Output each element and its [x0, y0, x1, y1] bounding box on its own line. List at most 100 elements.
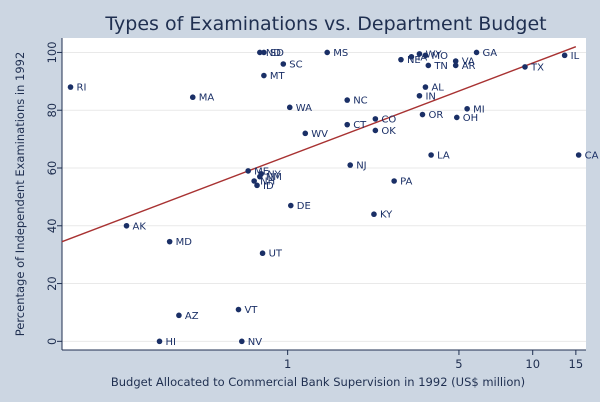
data-label-in: IN [425, 91, 435, 102]
data-point-ak [123, 222, 130, 229]
data-point-tn [425, 62, 432, 69]
data-label-sd: SD [270, 48, 284, 59]
x-tick-label: 10 [525, 357, 540, 371]
y-tick-label: 60 [45, 161, 59, 176]
data-label-nd: ND [266, 48, 281, 59]
data-point-nm [257, 173, 263, 180]
data-point-va [452, 58, 459, 64]
data-label-nc: NC [353, 96, 367, 107]
y-axis-ticks: 0 20 40 60 80 100 [45, 41, 62, 345]
data-label-or: OR [428, 110, 443, 121]
data-label-ia: IA [417, 52, 427, 63]
data-point-vt [235, 306, 242, 313]
data-label-az: AZ [185, 311, 199, 322]
data-label-wa: WA [296, 103, 312, 114]
data-label-ok: OK [381, 126, 396, 137]
data-point-ri [67, 84, 74, 90]
data-label-ak: AK [133, 221, 147, 232]
data-point-wa [286, 104, 293, 111]
data-label-ms: MS [333, 48, 348, 59]
data-label-la: LA [437, 151, 450, 162]
data-label-vt: VT [244, 305, 258, 316]
data-label-co: CO [381, 114, 396, 125]
data-point-or [419, 111, 426, 118]
data-point-al [422, 84, 429, 90]
data-label-hi: HI [166, 337, 176, 348]
data-label-ga: GA [483, 48, 498, 59]
data-point-ma [189, 94, 196, 101]
data-label-ne: NE [407, 55, 421, 66]
data-label-ky: KY [380, 210, 393, 221]
data-point-ne [398, 56, 404, 63]
y-tick-label: 100 [45, 41, 59, 63]
data-point-nv [239, 338, 245, 345]
x-tick-label: 15 [569, 357, 584, 371]
fitted-line [61, 46, 577, 243]
gridlines [62, 51, 586, 342]
data-label-mi: MI [473, 104, 485, 115]
data-label-oh: OH [463, 113, 478, 124]
data-label-nv: NV [248, 337, 262, 348]
data-point-il [561, 52, 568, 59]
data-point-ky [371, 211, 377, 218]
data-point-mo [422, 52, 429, 59]
plot-area [62, 38, 586, 350]
y-tick-label: 80 [45, 103, 59, 118]
data-point-oh [453, 114, 460, 121]
data-point-ar [452, 62, 459, 69]
data-point-wy [416, 51, 423, 57]
data-point-nc [344, 97, 351, 103]
y-tick-label: 20 [45, 276, 59, 291]
data-label-va: VA [462, 57, 475, 68]
data-point-hi [156, 338, 163, 345]
data-label-nj: NJ [356, 161, 366, 172]
data-label-wv: WV [311, 129, 328, 140]
data-label-tx: TX [530, 62, 544, 73]
data-label-de: DE [297, 201, 311, 212]
data-label-sc: SC [289, 60, 302, 71]
data-point-ct [344, 121, 351, 128]
data-label-md: MD [176, 237, 193, 248]
data-point-nj [347, 162, 354, 168]
y-axis-label: Percentage of Independent Examinations i… [13, 52, 27, 337]
data-point-ia [408, 53, 415, 60]
data-label-ny: NY [267, 169, 281, 180]
data-point-ms [324, 49, 330, 56]
data-point-sc [280, 61, 287, 67]
data-point-pa [391, 178, 397, 184]
data-point-ut [259, 250, 266, 257]
data-label-mt: MT [270, 71, 286, 82]
data-label-nh: NH [260, 177, 275, 188]
data-label-wy: WY [425, 49, 442, 60]
data-point-mi [464, 105, 470, 112]
x-axis-ticks: 1 5 10 15 [284, 350, 583, 371]
data-label-mo: MO [431, 51, 448, 62]
data-point-nh [251, 178, 257, 184]
data-label-ca: CA [585, 151, 599, 162]
data-label-ar: AR [462, 61, 476, 72]
y-tick-label: 0 [45, 338, 59, 345]
data-point-ga [473, 49, 480, 56]
data-label-id: ID [263, 181, 274, 192]
data-point-nd [257, 49, 263, 56]
data-label-ct: CT [353, 120, 367, 131]
data-point-ca [575, 152, 582, 158]
data-point-id [254, 182, 260, 189]
data-label-ma: MA [199, 93, 215, 104]
chart-title: Types of Examinations vs. Department Bud… [104, 13, 546, 35]
data-point-de [287, 202, 294, 209]
data-point-in [416, 92, 423, 99]
data-label-ut: UT [269, 249, 283, 260]
x-tick-label: 1 [284, 357, 291, 371]
data-label-al: AL [431, 83, 444, 94]
data-point-sd [261, 49, 267, 56]
data-label-pa: PA [400, 177, 412, 188]
data-point-az [176, 312, 182, 319]
x-tick-label: 5 [455, 357, 462, 371]
x-axis-label: Budget Allocated to Commercial Bank Supe… [111, 375, 525, 389]
data-label-tn: TN [433, 61, 448, 72]
data-label-nm: NM [266, 172, 282, 183]
data-point-mt [261, 72, 267, 79]
data-label-il: IL [571, 51, 580, 62]
